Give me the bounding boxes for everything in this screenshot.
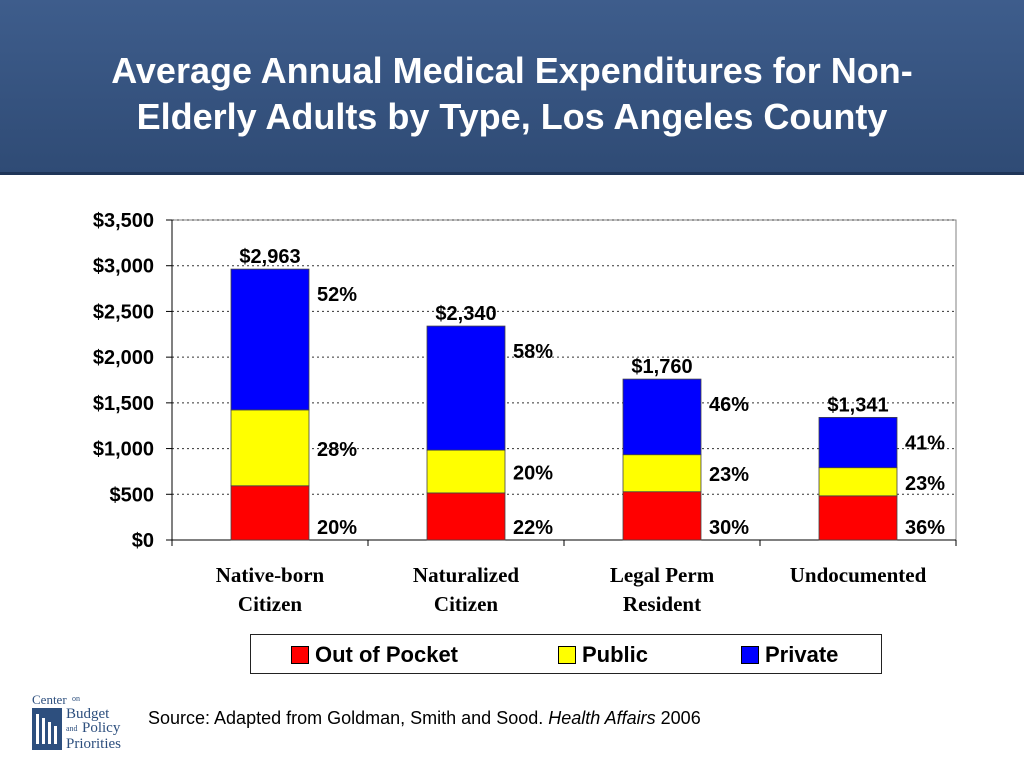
logo-text-priorities: Priorities — [66, 736, 121, 752]
total-label: $1,341 — [827, 394, 888, 416]
y-tick-label: $0 — [132, 530, 154, 552]
y-tick-label: $3,500 — [93, 210, 154, 232]
source-journal: Health Affairs — [548, 708, 656, 728]
source-prefix: Source: Adapted from Goldman, Smith and … — [148, 708, 544, 728]
percent-label: 20% — [513, 463, 553, 485]
bar-segment-private — [426, 325, 506, 451]
source-year: 2006 — [660, 708, 701, 728]
chart-legend: Out of Pocket Public Private — [250, 634, 882, 674]
bar-segment-private — [230, 268, 310, 411]
percent-label: 30% — [709, 517, 749, 539]
legend-item-private: Private — [741, 642, 839, 667]
bar-segment-out-of-pocket — [230, 485, 310, 541]
logo-text-policy: Policy — [82, 720, 121, 736]
legend-swatch-public — [558, 646, 576, 664]
bar-segment-out-of-pocket — [818, 495, 898, 541]
bar-segment-private — [622, 378, 702, 456]
bar-segment-out-of-pocket — [622, 491, 702, 541]
percent-label: 22% — [513, 517, 553, 539]
percent-label: 36% — [905, 517, 945, 539]
logo-text-budget: Budget — [66, 706, 110, 722]
y-tick-label: $2,500 — [93, 301, 154, 323]
logo-building-icon — [32, 708, 62, 750]
bar-segment-public — [426, 449, 506, 494]
total-label: $1,760 — [631, 356, 692, 378]
legend-label-out-of-pocket: Out of Pocket — [315, 642, 459, 667]
total-label: $2,340 — [435, 303, 496, 325]
y-tick-label: $1,000 — [93, 439, 154, 461]
legend-item-public: Public — [558, 642, 649, 667]
legend-swatch-private — [741, 646, 759, 664]
x-category-label: Resident — [623, 592, 701, 616]
bar-segment-public — [230, 409, 310, 487]
x-category-label: Citizen — [238, 592, 302, 616]
page-title: Average Annual Medical Expenditures for … — [40, 48, 984, 140]
bar-segment-private — [818, 416, 898, 469]
source-note: Source: Adapted from Goldman, Smith and … — [148, 708, 701, 729]
title-line-1: Average Annual Medical Expenditures for … — [111, 50, 913, 91]
total-label: $2,963 — [239, 246, 300, 268]
bar-segment-public — [622, 454, 702, 493]
percent-label: 52% — [317, 284, 357, 306]
logo-text-center: Center — [32, 692, 67, 707]
percent-label: 23% — [709, 464, 749, 486]
percent-label: 23% — [905, 473, 945, 495]
legend-swatch-out-of-pocket — [291, 646, 309, 664]
legend-item-out-of-pocket: Out of Pocket — [291, 642, 459, 667]
title-line-2: Elderly Adults by Type, Los Angeles Coun… — [136, 96, 888, 137]
x-category-label: Citizen — [434, 592, 498, 616]
y-tick-label: $2,000 — [93, 347, 154, 369]
percent-label: 28% — [317, 439, 357, 461]
percent-label: 41% — [905, 432, 945, 454]
bar-segment-out-of-pocket — [426, 492, 506, 541]
stacked-bar-chart: $0 $500 $1,000 $1,500 $2,000 $2,500 $3,000 $3,5… — [93, 210, 957, 616]
x-category-label: Naturalized — [413, 563, 519, 587]
percent-label: 58% — [513, 341, 553, 363]
x-category-label: Native-born — [216, 563, 325, 587]
logo-text-and: and — [66, 724, 78, 733]
y-tick-label: $500 — [110, 484, 155, 506]
x-category-label: Legal Perm — [610, 563, 715, 587]
legend-label-public: Public — [582, 642, 649, 667]
logo-text-on: on — [72, 694, 80, 703]
cbpp-logo: Center on Budget and Policy Priorities — [30, 692, 130, 756]
title-band: Average Annual Medical Expenditures for … — [0, 0, 1024, 175]
x-category-label: Undocumented — [790, 563, 927, 587]
percent-label: 20% — [317, 517, 357, 539]
y-tick-label: $1,500 — [93, 393, 154, 415]
y-tick-label: $3,000 — [93, 256, 154, 278]
percent-label: 46% — [709, 394, 749, 416]
bar-segment-public — [818, 467, 898, 497]
legend-label-private: Private — [765, 642, 839, 667]
